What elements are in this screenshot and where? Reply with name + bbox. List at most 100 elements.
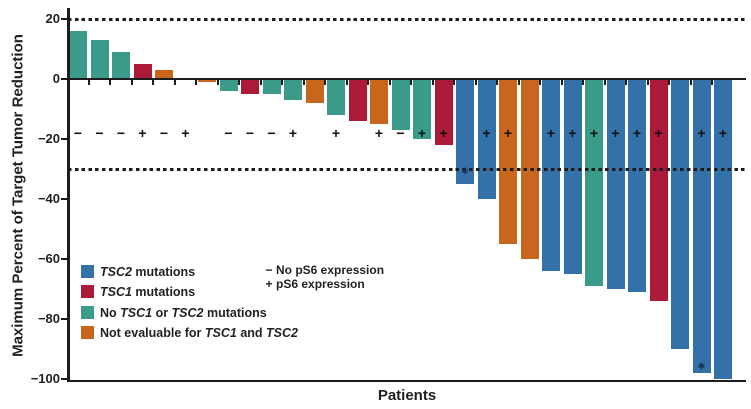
legend-swatch-tsc1 [81, 285, 94, 298]
y-tick-mark [61, 318, 67, 320]
legend-item: TSC2 mutations [81, 263, 196, 279]
patient-bar [219, 79, 238, 91]
legend-swatch-no_mut [81, 305, 94, 319]
ps6-symbol: − [267, 125, 276, 141]
x-tick-mark [238, 80, 241, 85]
legend-label: TSC1 mutations [100, 285, 196, 299]
ps6-symbol: + [374, 125, 384, 141]
ps6-legend-item: + pS6 expression [262, 276, 364, 291]
y-tick-label: 0 [52, 71, 60, 86]
legend-label: TSC2 mutations [100, 264, 196, 279]
y-tick-mark [61, 198, 67, 200]
y-tick-label: −40 [37, 191, 60, 206]
patient-bar [434, 79, 453, 145]
x-tick-mark [302, 80, 305, 85]
ps6-symbol: + [546, 125, 556, 141]
legend-item: TSC1 mutations [81, 283, 196, 299]
patient-bar [391, 79, 410, 130]
y-tick-mark [61, 78, 67, 80]
patient-bar [585, 79, 603, 286]
ps6-legend-item: − No pS6 expression [262, 263, 384, 277]
x-tick-mark [324, 80, 327, 85]
y-tick-mark [61, 258, 67, 260]
ps6-symbol: + [439, 125, 448, 141]
patient-bar [112, 52, 130, 79]
ps6-symbol: + [718, 125, 728, 141]
x-tick-mark [87, 80, 90, 85]
y-tick-mark [61, 18, 67, 20]
patient-bar [327, 79, 345, 115]
ps6-symbol: + [482, 125, 491, 141]
patient-bar [198, 79, 216, 82]
patient-bar [133, 64, 152, 79]
patient-bar [413, 79, 431, 139]
patient-bar [714, 79, 732, 379]
legend-item: No TSC1 or TSC2 mutations [81, 304, 267, 320]
x-tick-mark [281, 80, 284, 85]
patient-bar [692, 79, 711, 373]
x-tick-mark [431, 80, 434, 85]
ps6-symbol: + [697, 125, 706, 141]
patient-bar [262, 79, 281, 94]
ps6-symbol: − [73, 125, 83, 141]
x-tick-mark [345, 80, 348, 85]
legend-item: Not evaluable for TSC1 and TSC2 [81, 324, 298, 340]
ps6-symbol: + [611, 125, 620, 141]
patient-bar [563, 79, 582, 274]
patient-bar [499, 79, 517, 244]
x-tick-mark [711, 80, 714, 85]
ps6-symbol: + [181, 125, 190, 141]
ps6-legend-symbol: − [265, 263, 273, 277]
x-tick-mark [668, 80, 671, 85]
x-tick-mark [388, 80, 391, 85]
ps6-symbol: − [396, 125, 405, 141]
reference-line [68, 18, 746, 21]
patient-bar [370, 79, 388, 124]
patient-bar [606, 79, 625, 289]
patient-bar [671, 79, 689, 349]
patient-bar [90, 40, 109, 79]
y-tick-label: −80 [37, 311, 60, 326]
x-axis-line [67, 380, 746, 382]
x-tick-mark [625, 80, 628, 85]
ps6-symbol: − [224, 125, 233, 141]
x-tick-mark [603, 80, 606, 85]
patient-bar [241, 79, 259, 94]
y-tick-label: −20 [37, 131, 60, 146]
x-tick-mark [216, 80, 219, 85]
ps6-symbol: + [654, 125, 663, 141]
x-tick-mark [259, 80, 262, 85]
x-tick-mark [367, 80, 370, 85]
patient-bar [69, 31, 87, 79]
x-tick-mark [496, 80, 499, 85]
ps6-legend-symbol: + [265, 276, 273, 291]
asterisk-mark: ∗ [697, 361, 706, 372]
x-tick-mark [453, 80, 456, 85]
x-tick-mark [646, 80, 649, 85]
ps6-symbol: − [95, 125, 104, 141]
x-tick-mark [582, 80, 585, 85]
ps6-symbol: + [417, 125, 427, 141]
patient-bar [348, 79, 367, 121]
ps6-symbol: + [503, 125, 513, 141]
x-tick-mark [474, 80, 477, 85]
asterisk-mark: ∗ [460, 166, 470, 177]
zero-baseline [68, 77, 746, 81]
patient-bar [456, 79, 474, 184]
patient-bar [542, 79, 560, 271]
x-tick-mark [560, 80, 563, 85]
patient-bar [155, 70, 173, 79]
x-tick-mark [173, 80, 176, 85]
y-tick-label: −60 [37, 251, 60, 266]
patient-bar [649, 79, 668, 301]
x-axis-title: Patients [377, 387, 437, 404]
ps6-symbol: − [159, 125, 169, 141]
x-tick-mark [152, 80, 155, 85]
y-tick-mark [61, 378, 67, 380]
y-tick-label: −100 [30, 371, 60, 386]
ps6-symbol: − [116, 125, 126, 141]
ps6-symbol: + [589, 125, 599, 141]
ps6-symbol: + [138, 125, 147, 141]
x-tick-mark [410, 80, 413, 85]
